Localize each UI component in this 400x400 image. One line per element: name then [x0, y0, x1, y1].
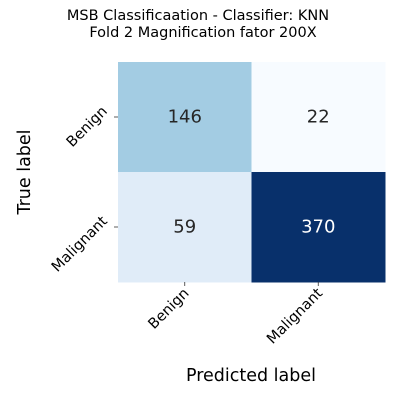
heatmap-cell-1-0: [118, 172, 252, 283]
x-tick-label-1: Malignant: [264, 285, 326, 347]
y-tick-label-0: Benign: [64, 104, 111, 151]
cell-value-label-1-0: 59: [173, 217, 196, 238]
heatmap-cell-labels: 146 22 59 370: [168, 107, 336, 238]
x-tick-labels: Benign Malignant: [146, 285, 327, 347]
y-axis-label: True label: [15, 129, 35, 215]
cell-value-label-1-1: 370: [301, 217, 335, 238]
x-tick-label-0: Benign: [146, 286, 193, 333]
heatmap-cells: [118, 62, 386, 283]
cell-value-label-0-1: 22: [307, 107, 330, 128]
chart-title-line-2: Fold 2 Magnification fator 200X: [89, 25, 316, 41]
y-tick-label-1: Malignant: [49, 213, 111, 275]
heatmap-cell-0-1: [251, 62, 386, 173]
axis-ticks: [114, 116, 319, 286]
x-axis-label: Predicted label: [186, 366, 316, 386]
cell-value-label-0-0: 146: [168, 107, 202, 128]
heatmap-cell-1-1: [251, 172, 386, 283]
chart-title-line-1: MSB Classificaation - Classifier: KNN: [67, 8, 329, 24]
heatmap-cell-0-0: [118, 62, 252, 173]
y-tick-labels: Benign Malignant: [49, 104, 111, 276]
